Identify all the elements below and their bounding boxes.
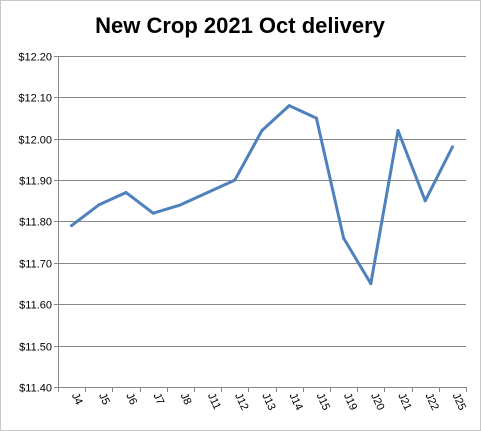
y-tick-label: $11.90 [19, 176, 52, 188]
y-tick-label: $11.50 [19, 342, 52, 354]
data-point [70, 224, 74, 228]
data-point [178, 203, 182, 207]
x-tick-label: J11 [205, 391, 223, 411]
x-tick-label: J13 [259, 391, 277, 412]
y-tick-label: $11.80 [19, 217, 52, 229]
data-point [233, 178, 237, 182]
y-tick-label: $11.40 [19, 383, 52, 395]
data-point [423, 199, 427, 203]
x-tick-label: J25 [450, 391, 468, 412]
x-tick-label: J14 [286, 391, 304, 412]
data-point [450, 145, 454, 149]
data-point [396, 129, 400, 132]
data-point [342, 236, 346, 240]
x-tick-labels: J4 J5 J6 J7 J8 J11 J12 J13 J14 J15 J19 J20 J21 J22 J25 [69, 391, 468, 412]
x-tick-label: J4 [69, 391, 85, 407]
y-tick-label: $11.60 [19, 300, 52, 312]
x-tick-label: J5 [96, 391, 112, 407]
x-tick-label: J6 [123, 391, 139, 407]
data-point [206, 191, 210, 194]
data-point [369, 282, 373, 286]
data-point [287, 104, 291, 108]
y-tick-label: $12.00 [18, 135, 52, 147]
data-point [260, 129, 264, 132]
y-tick-label: $12.10 [18, 93, 52, 105]
x-tick-label: J7 [150, 391, 166, 407]
chart-title: New Crop 2021 Oct delivery [95, 13, 386, 38]
data-point [97, 203, 101, 207]
gridlines [58, 56, 466, 347]
x-tick-label: J15 [314, 391, 332, 412]
axes [54, 56, 467, 392]
series-line [70, 104, 454, 286]
x-tick-label: J12 [232, 391, 250, 412]
series-layer [70, 104, 454, 286]
x-tick-label: J19 [341, 391, 359, 412]
data-point [314, 116, 318, 120]
y-tick-labels: $11.40 $11.50 $11.60 $11.70 $11.80 $11.90 $12.… [18, 52, 52, 395]
y-tick-label: $11.70 [19, 259, 52, 271]
data-point [124, 191, 128, 194]
x-tick-label: J21 [395, 391, 413, 412]
x-tick-label: J20 [368, 391, 386, 412]
data-point [151, 211, 155, 215]
x-tick-label: J8 [178, 391, 194, 407]
y-tick-label: $12.20 [18, 52, 52, 64]
x-tick-label: J22 [422, 391, 440, 412]
